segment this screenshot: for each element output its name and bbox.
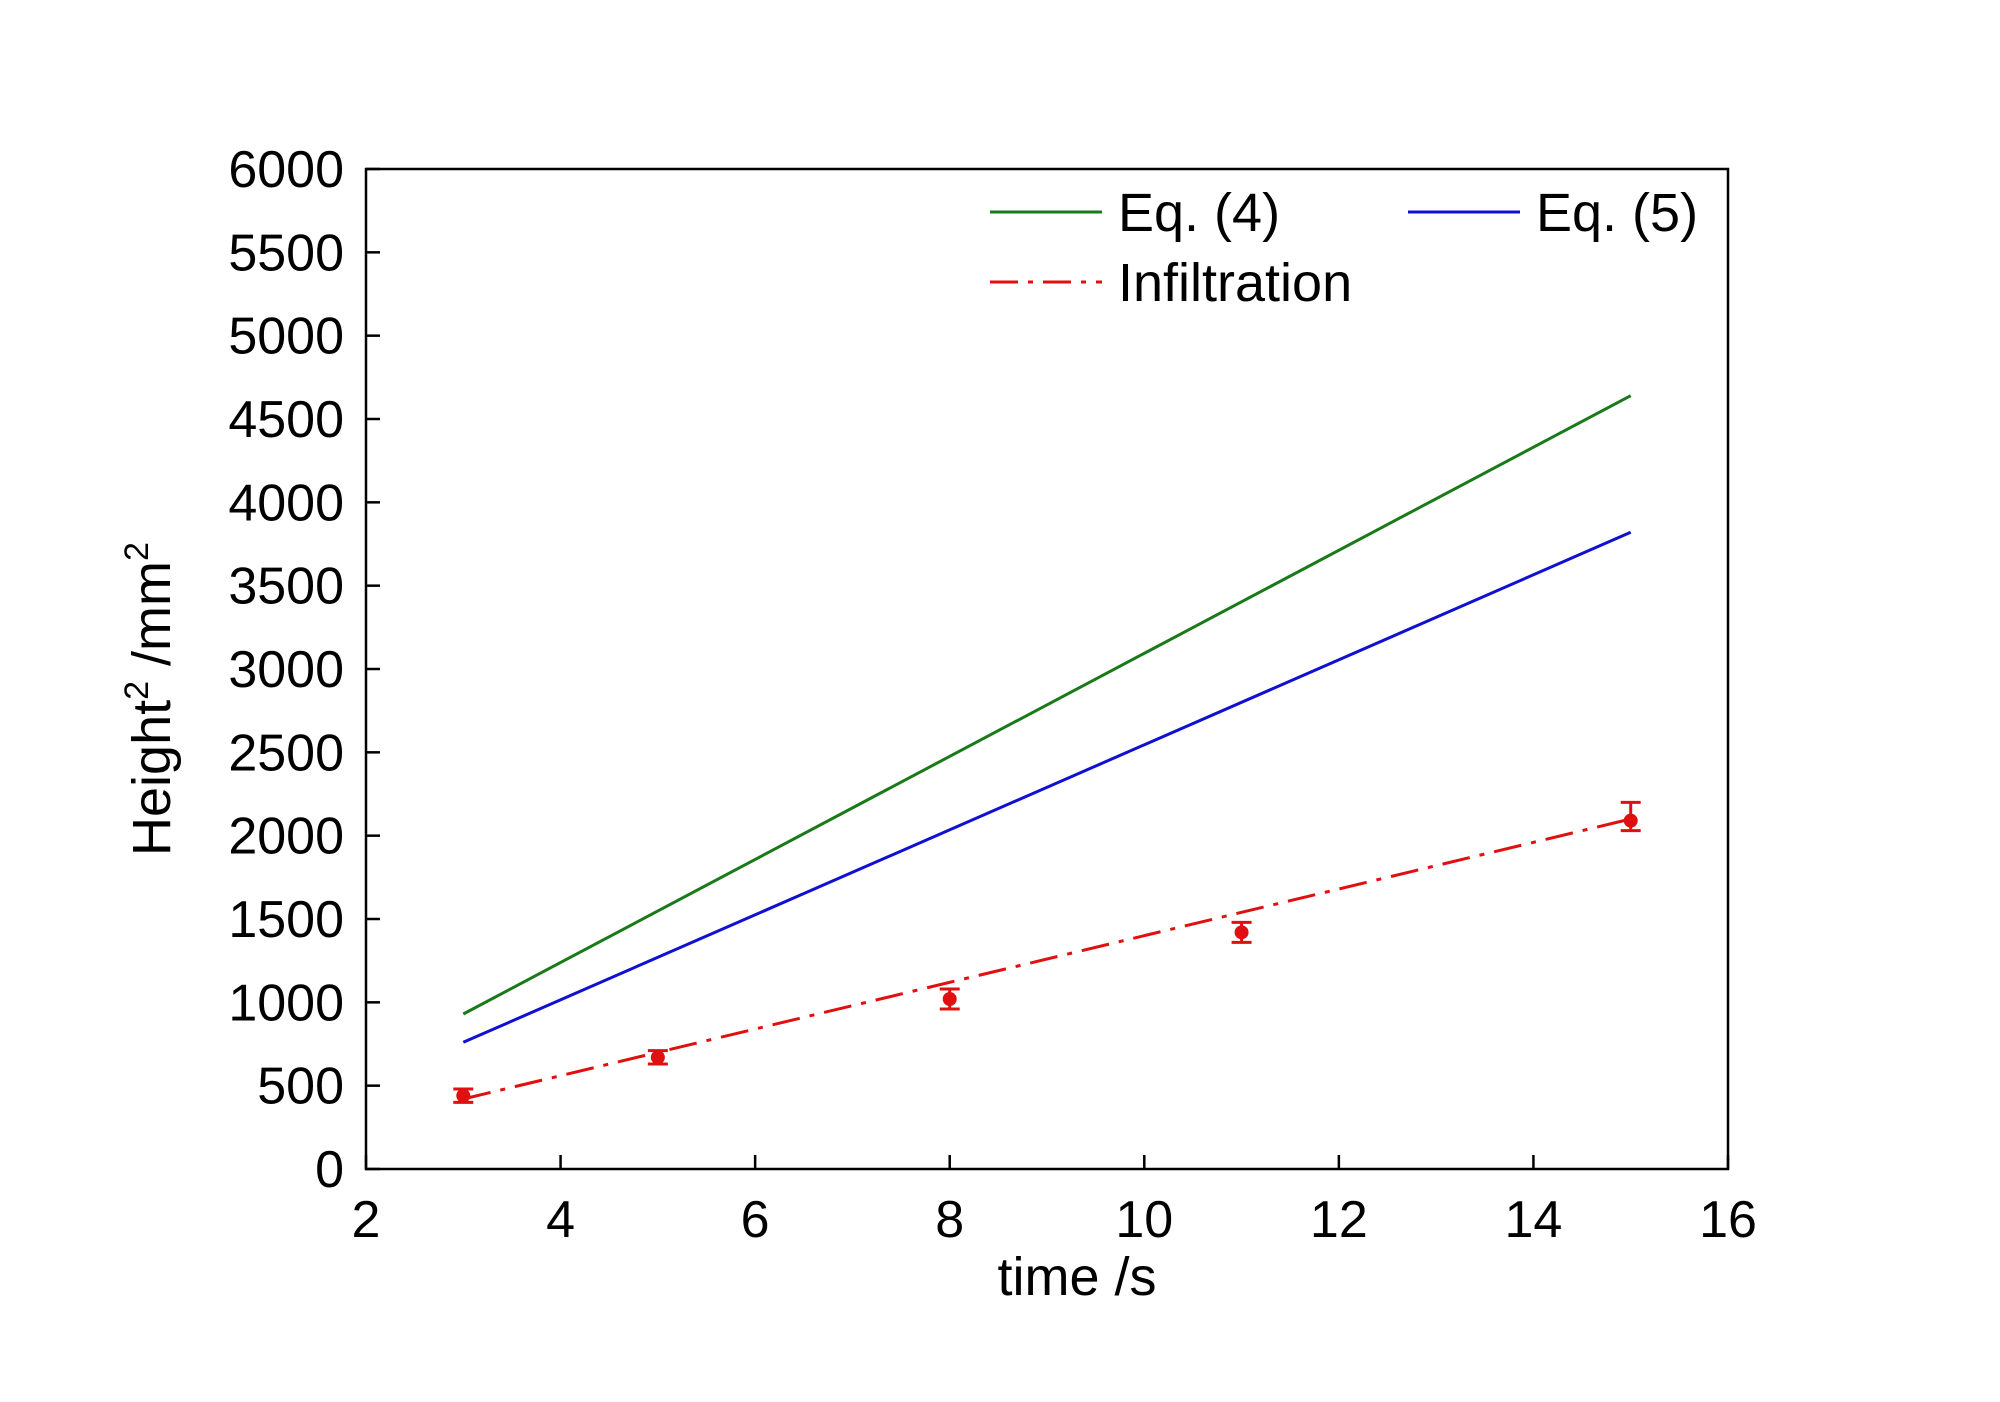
y-tick-label: 4000 bbox=[228, 474, 344, 532]
x-tick-label: 6 bbox=[741, 1191, 770, 1249]
legend-label: Eq. (5) bbox=[1536, 183, 1698, 243]
y-tick-label: 3500 bbox=[228, 558, 344, 616]
y-tick-label: 4500 bbox=[228, 391, 344, 449]
series-line-infiltration bbox=[462, 817, 1632, 1101]
x-tick-label: 4 bbox=[546, 1191, 575, 1249]
legend-label: Infiltration bbox=[1118, 253, 1352, 313]
y-axis-title-unit: /mm bbox=[122, 561, 182, 681]
y-tick-label: 1500 bbox=[228, 891, 344, 949]
x-tick-label: 2 bbox=[352, 1191, 381, 1249]
y-axis-title-unit-sup: 2 bbox=[118, 542, 156, 561]
y-tick-label: 5000 bbox=[228, 308, 344, 366]
y-tick-label: 1000 bbox=[228, 974, 344, 1032]
x-tick-label: 10 bbox=[1115, 1191, 1173, 1249]
y-tick-label: 6000 bbox=[228, 141, 344, 199]
y-axis-title: Height2 /mm2 bbox=[118, 542, 182, 856]
x-tick-label: 16 bbox=[1699, 1191, 1757, 1249]
y-axis-title-main: Height bbox=[122, 700, 182, 856]
series-line-eq-4- bbox=[462, 394, 1632, 1016]
y-tick-label: 500 bbox=[257, 1058, 344, 1116]
x-axis-title: time /s bbox=[997, 1247, 1156, 1307]
x-tick-label: 12 bbox=[1310, 1191, 1368, 1249]
legend: Eq. (4) Eq. (5) Infiltration bbox=[990, 183, 1698, 313]
y-tick-label: 3000 bbox=[228, 641, 344, 699]
series-line-eq-5- bbox=[462, 530, 1632, 1044]
data-point bbox=[1234, 925, 1249, 940]
x-tick-label: 14 bbox=[1505, 1191, 1563, 1249]
data-point bbox=[1623, 813, 1638, 828]
data-point bbox=[650, 1050, 665, 1065]
data-point bbox=[456, 1088, 471, 1103]
plot-frame bbox=[364, 167, 1730, 1171]
y-tick-label: 5500 bbox=[228, 224, 344, 282]
y-axis-title-sup: 2 bbox=[118, 681, 156, 700]
marks-layer bbox=[453, 394, 1641, 1104]
y-tick-label: 2500 bbox=[228, 724, 344, 782]
y-tick-label: 0 bbox=[315, 1141, 344, 1199]
ticks-layer: 2 4 6 8 10 12 14 16 0 500 1000 1500 2000 2500 3000 3500… bbox=[228, 141, 1757, 1249]
y-tick-label: 2000 bbox=[228, 808, 344, 866]
x-tick-label: 8 bbox=[935, 1191, 964, 1249]
data-point bbox=[942, 992, 957, 1006]
legend-label: Eq. (4) bbox=[1118, 183, 1280, 243]
